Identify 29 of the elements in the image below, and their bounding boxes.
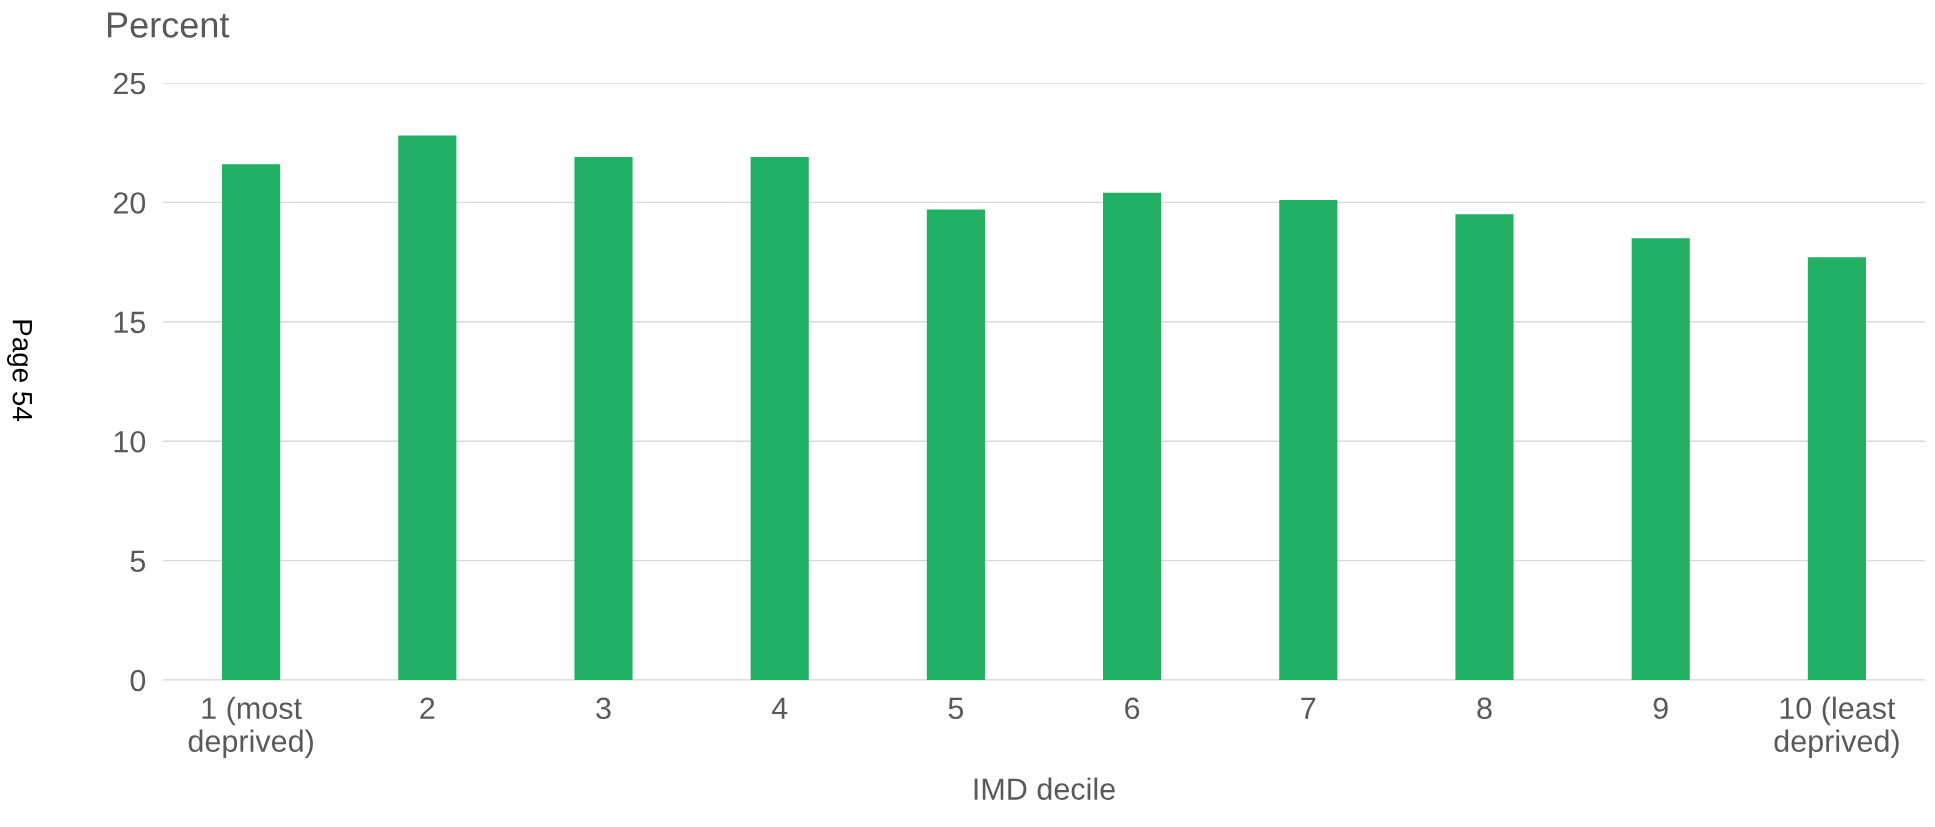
x-tick-label: 9 [1653, 697, 1668, 720]
y-tick-label: 25 [113, 72, 146, 95]
bar [750, 157, 809, 680]
x-tick-label: 2 [420, 697, 435, 719]
bar [398, 135, 457, 680]
y-tick-label: 15 [114, 311, 146, 334]
bar [1807, 257, 1866, 680]
x-tick-label: 8 [1477, 697, 1492, 720]
bar [574, 157, 633, 680]
bar [1279, 200, 1338, 680]
bar [1103, 192, 1162, 680]
x-tick-label: 6 [1125, 697, 1140, 720]
x-tick-label: 7 [1301, 697, 1316, 719]
x-tick-label: 1 (most deprived) [188, 696, 313, 759]
x-axis-title: IMD decile [974, 777, 1115, 800]
bar [1455, 214, 1514, 680]
x-tick-label: 4 [771, 697, 788, 719]
y-tick-label: 20 [113, 192, 146, 214]
x-tick-label: 3 [596, 697, 611, 720]
bar [1631, 238, 1690, 680]
x-tick-label: 10 (least deprived) [1774, 696, 1899, 759]
x-tick-label: 5 [948, 697, 964, 720]
bar [222, 164, 281, 680]
y-tick-label: 10 [114, 430, 146, 453]
y-tick-label: 5 [130, 550, 146, 572]
text: Page 54 [7, 320, 32, 421]
y-tick-label: 0 [130, 669, 146, 692]
bar [926, 209, 985, 680]
y-axis-title: Percent [107, 12, 230, 38]
